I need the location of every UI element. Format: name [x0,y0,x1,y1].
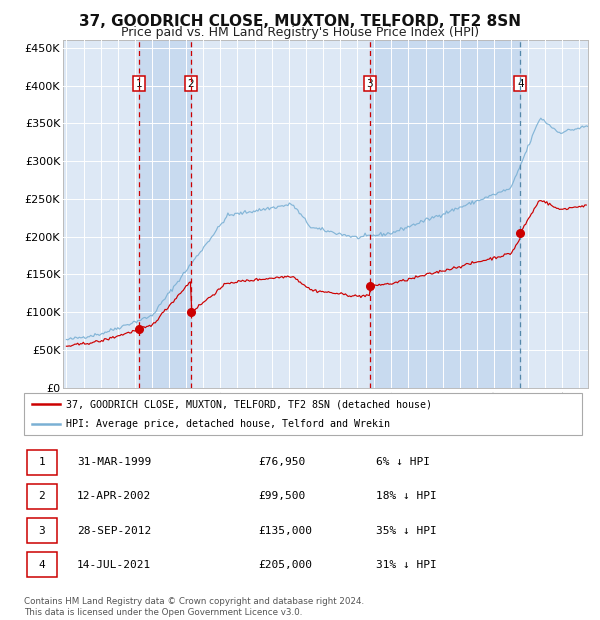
Text: 1: 1 [136,79,142,89]
Text: 14-JUL-2021: 14-JUL-2021 [77,560,151,570]
Text: 3: 3 [367,79,373,89]
Text: HPI: Average price, detached house, Telford and Wrekin: HPI: Average price, detached house, Telf… [66,419,390,429]
Text: 18% ↓ HPI: 18% ↓ HPI [376,492,436,502]
FancyBboxPatch shape [27,484,58,509]
Bar [139,40,191,388]
FancyBboxPatch shape [27,552,58,577]
Text: £205,000: £205,000 [259,560,313,570]
Text: 3: 3 [38,526,45,536]
Text: 4: 4 [517,79,524,89]
Text: 37, GOODRICH CLOSE, MUXTON, TELFORD, TF2 8SN: 37, GOODRICH CLOSE, MUXTON, TELFORD, TF2… [79,14,521,29]
Text: £99,500: £99,500 [259,492,305,502]
Text: 35% ↓ HPI: 35% ↓ HPI [376,526,436,536]
Text: 31% ↓ HPI: 31% ↓ HPI [376,560,436,570]
Text: 1: 1 [38,458,45,467]
Text: 2: 2 [188,79,194,89]
Text: 28-SEP-2012: 28-SEP-2012 [77,526,151,536]
Text: 2: 2 [38,492,45,502]
Text: 12-APR-2002: 12-APR-2002 [77,492,151,502]
Text: 31-MAR-1999: 31-MAR-1999 [77,458,151,467]
FancyBboxPatch shape [27,518,58,543]
Text: 4: 4 [38,560,45,570]
Bar [370,40,520,388]
Text: £76,950: £76,950 [259,458,305,467]
Text: Contains HM Land Registry data © Crown copyright and database right 2024.
This d: Contains HM Land Registry data © Crown c… [24,598,364,617]
Text: Price paid vs. HM Land Registry's House Price Index (HPI): Price paid vs. HM Land Registry's House … [121,26,479,39]
Text: £135,000: £135,000 [259,526,313,536]
Text: 6% ↓ HPI: 6% ↓ HPI [376,458,430,467]
FancyBboxPatch shape [24,393,582,435]
FancyBboxPatch shape [27,450,58,475]
Text: 37, GOODRICH CLOSE, MUXTON, TELFORD, TF2 8SN (detached house): 37, GOODRICH CLOSE, MUXTON, TELFORD, TF2… [66,399,432,409]
